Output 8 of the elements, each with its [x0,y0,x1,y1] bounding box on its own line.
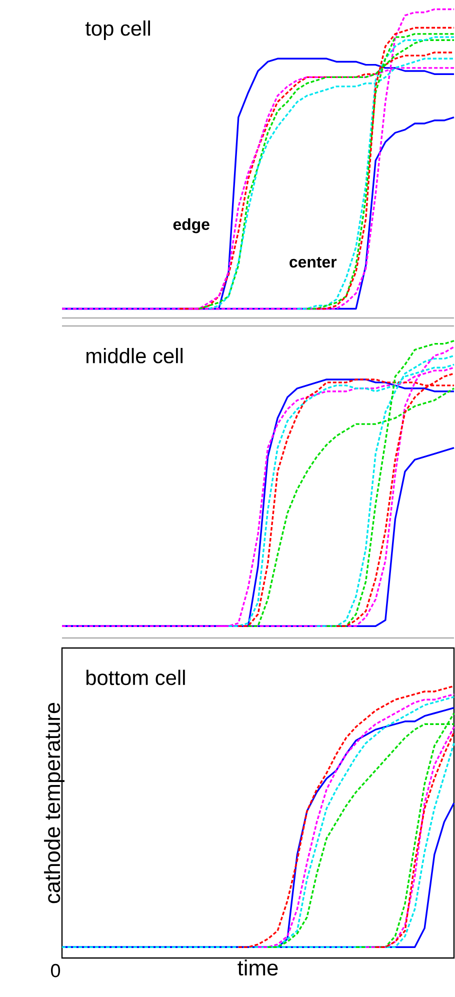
annotation: center [290,257,337,268]
text: top cell [86,20,150,40]
chart-title: middle cell [86,348,183,364]
text: 0 [51,964,60,978]
x-axis-title: time [238,960,278,976]
y-axis-title: cathode temperature [44,702,65,904]
annotation: edge [173,218,210,234]
chart-title: bottom cell [86,670,185,686]
